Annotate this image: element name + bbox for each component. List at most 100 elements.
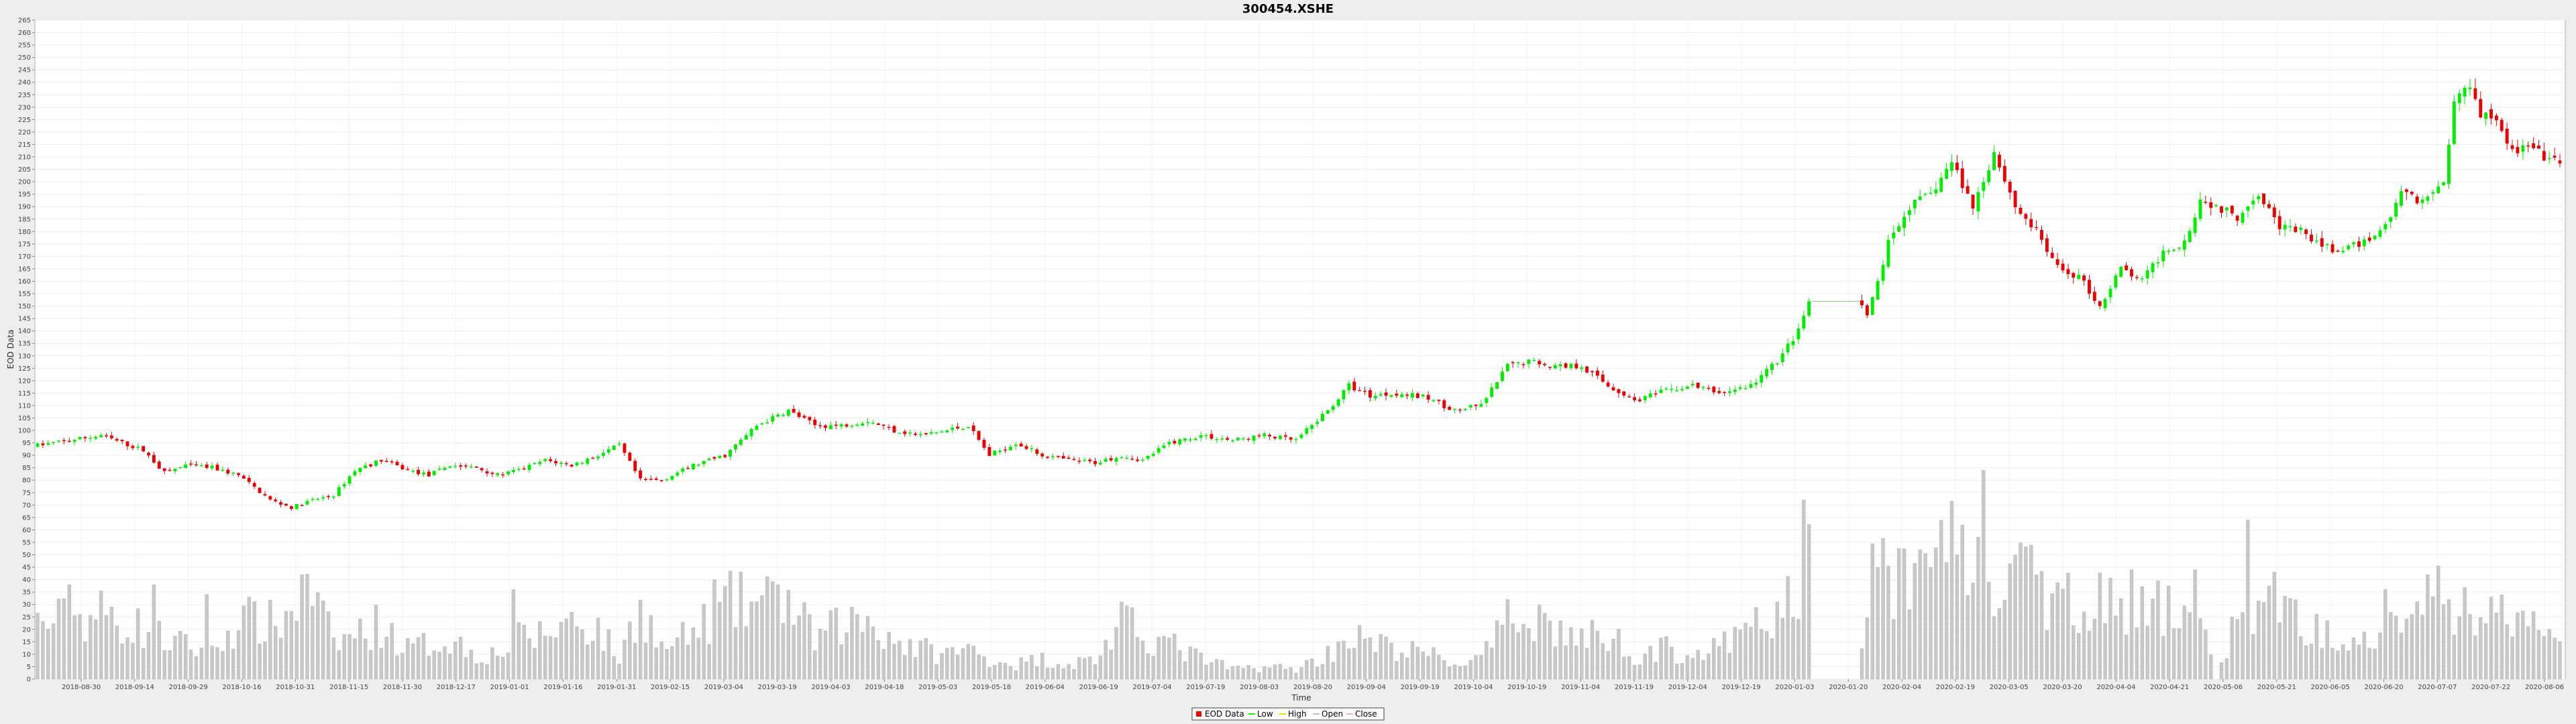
candle-body [1040, 453, 1044, 457]
volume-bar [305, 574, 309, 680]
volume-bar [987, 667, 991, 680]
candle-body [2389, 217, 2393, 222]
volume-bar [755, 601, 759, 680]
volume-bar [1929, 567, 1933, 680]
candle-body [443, 467, 447, 470]
volume-bar [189, 650, 193, 680]
candle-body [1289, 437, 1293, 440]
candle-body [2431, 192, 2435, 194]
candle-body [1204, 435, 1208, 436]
volume-bar [136, 608, 140, 680]
candle-body [2035, 227, 2039, 229]
volume-bar [617, 664, 621, 680]
x-tick-label: 2019-02-15 [651, 684, 690, 691]
volume-bar [1024, 662, 1028, 680]
volume-bar [1643, 654, 1648, 680]
x-tick-label: 2020-07-07 [2418, 684, 2457, 691]
candle-body [2182, 240, 2186, 250]
candle-body [2040, 230, 2043, 240]
volume-bar [1712, 638, 1716, 680]
candle-body [1072, 459, 1076, 461]
candle-body [2002, 166, 2006, 182]
candle-body [2098, 301, 2102, 306]
candle-body [2484, 112, 2488, 119]
candle-body [2220, 206, 2223, 213]
candle-body [1305, 428, 1309, 434]
x-tick-label: 2018-12-17 [437, 684, 476, 691]
volume-bar [2314, 613, 2319, 680]
volume-bar [2516, 612, 2520, 680]
volume-bar [1907, 609, 1912, 680]
candle-body [797, 412, 801, 418]
volume-bar [1437, 654, 1441, 680]
legend: EOD Data Low High Open Close [1191, 707, 1385, 721]
volume-bar [2277, 622, 2282, 680]
volume-bar [1664, 636, 1668, 680]
volume-bar [1125, 605, 1129, 680]
volume-bar [432, 650, 436, 680]
volume-bar [1230, 666, 1235, 680]
candle-body [2230, 206, 2234, 214]
candle-body [289, 506, 293, 509]
candle-body [2537, 145, 2540, 149]
volume-bar [109, 606, 114, 680]
candle-body [1712, 386, 1716, 393]
candle-body [1532, 359, 1536, 361]
volume-bar [1580, 628, 1584, 680]
candle-body [241, 475, 246, 479]
candle-body [575, 463, 579, 466]
candle-body [331, 496, 335, 498]
volume-bar [823, 630, 828, 680]
volume-bar [760, 595, 764, 680]
volume-bar [2267, 586, 2271, 680]
volume-bar [1796, 619, 1801, 680]
candle-body [2410, 192, 2414, 194]
candle-body [1664, 388, 1668, 389]
candle-body [237, 473, 240, 475]
candle-body [490, 473, 494, 475]
volume-bar [1870, 543, 1874, 680]
legend-entry: EOD Data [1205, 709, 1244, 719]
candle-body [1617, 389, 1621, 394]
volume-bar [178, 631, 182, 680]
volume-bar [2140, 586, 2144, 680]
candle-body [1146, 455, 1150, 459]
volume-bar [1061, 668, 1065, 680]
volume-bar [802, 602, 806, 680]
volume-bar [2447, 599, 2451, 680]
volume-bar [2452, 634, 2457, 680]
candle-body [898, 432, 902, 434]
x-tick-label: 2019-06-04 [1026, 684, 1065, 691]
volume-bar [680, 621, 685, 680]
candle-body [157, 461, 161, 469]
candle-body [1347, 383, 1351, 390]
candle-body [818, 425, 822, 426]
candle-body [1611, 387, 1615, 391]
volume-bar [1183, 661, 1187, 680]
volume-bar [205, 594, 209, 680]
candle-body [723, 455, 727, 457]
candle-body [1521, 364, 1525, 365]
volume-bar [1220, 660, 1224, 680]
candle-body [1791, 341, 1795, 345]
x-tick-label: 2018-09-14 [115, 684, 154, 691]
volume-bar [1087, 656, 1092, 680]
candle-body [2024, 214, 2028, 219]
volume-bar [1923, 553, 1927, 680]
volume-bar [1146, 653, 1150, 680]
volume-bar [808, 614, 812, 680]
candle-body [987, 447, 991, 457]
candle-body [914, 433, 917, 435]
volume-bar [2494, 612, 2499, 680]
y-tick-label: 50 [22, 552, 31, 559]
volume-bar [2188, 612, 2192, 680]
candle-body [480, 468, 484, 471]
volume-bar [934, 664, 938, 680]
volume-bar [612, 656, 616, 680]
volume-bar [400, 652, 405, 680]
candle-body [2241, 213, 2245, 223]
volume-bar [2367, 648, 2371, 680]
volume-bar [215, 647, 219, 680]
volume-bar [2558, 641, 2562, 680]
candle-body [1220, 438, 1224, 440]
